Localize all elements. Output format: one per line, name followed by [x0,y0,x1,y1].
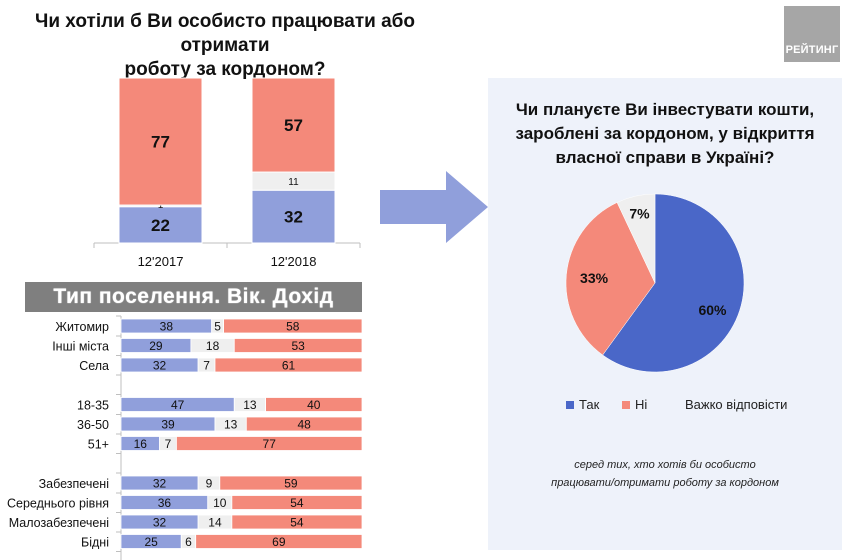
legend-item-hard: Важко відповісти [672,397,787,412]
pie-chart: 60% 33% 7% [565,193,745,373]
pie-title-line3: власної справи в Україні? [555,148,775,167]
pie-title-line1: Чи плануєте Ви інвестувати кошти, [515,100,815,119]
hbar-category-label: Бідні [81,536,109,550]
main-title-line1: Чи хотіли б Ви особисто працювати або от… [34,11,416,56]
section-banner: Тип поселення. Вік. Дохід [25,282,362,312]
hbar-segment-no [223,318,363,334]
arrow-right-icon [380,171,488,243]
footnote-line2: працювати/отримати роботу за кордоном [551,477,779,489]
hbar-category-label: Середнього рівня [7,497,109,511]
pie-title: Чи плануєте Ви інвестувати кошти, заробл… [488,98,842,170]
hbar-value-label: 10 [213,496,227,510]
hbar-category-label: 36-50 [77,418,109,432]
arrow-shape [380,171,488,243]
hbar-category-label: 51+ [88,438,109,452]
main-title: Чи хотіли б Ви особисто працювати або от… [0,10,450,82]
yearly-stacked-chart: 22 1 77 12'2017 32 11 57 12'2018 [93,77,361,269]
hbar-value-label: 77 [263,437,277,451]
hbar-category-label: Забезпечені [39,477,109,491]
bar-value-label: 1 [158,200,164,211]
hbar-value-label: 13 [224,418,238,432]
hbar-segment-no [195,534,363,549]
hbar-value-label: 39 [161,418,175,432]
hbar-segment-no [219,475,363,491]
hbar-value-label: 36 [158,496,172,510]
footnote: серед тих, хто хотів би особисто працюва… [488,456,842,492]
hbar-category-label: Села [79,359,109,373]
hbar-value-label: 9 [206,477,213,491]
bar-value-label: 11 [288,177,299,188]
hbar-value-label: 54 [290,496,304,510]
hbar-value-label: 6 [185,535,192,549]
hbar-value-label: 7 [165,437,172,451]
hbar-value-label: 25 [144,535,158,549]
hbar-segment-no [231,514,363,530]
bar-segment-no [118,77,203,206]
hbar-value-label: 29 [149,339,163,353]
hbar-segment-no [176,436,363,451]
hbar-category-label: Малозабезпечені [9,516,109,530]
bar-segment-yes [118,206,203,244]
hbar-segment-no [265,397,363,412]
hbar-value-label: 58 [286,320,300,334]
hbar-value-label: 40 [307,398,321,412]
hbar-value-label: 53 [291,339,305,353]
pie-value-label: 60% [698,302,727,318]
rating-logo: РЕЙТИНГ [784,6,840,62]
legend-swatch-hard [672,400,680,409]
bar-segment-no [251,77,336,173]
hbar-value-label: 14 [208,516,222,530]
legend-label-no: Ні [635,397,648,412]
hbar-value-label: 32 [153,477,167,491]
demographic-bar-chart: 38 5 58 Житомир 29 18 53 Інші міста 32 7 61 Села 47 1… [7,315,363,560]
hbar-value-label: 7 [203,359,210,373]
hbar-value-label: 38 [160,320,174,334]
hbar-category-label: Інші міста [52,340,109,354]
hbar-value-label: 69 [272,535,286,549]
hbar-segment-no [214,357,363,373]
hbar-segment-no [233,338,363,353]
legend-label-hard: Важко відповісти [685,397,788,412]
pie-title-line2: зароблені за кордоном, у відкриття [515,124,815,143]
hbar-value-label: 59 [284,477,298,491]
legend-swatch-yes [566,400,574,409]
pie-slice-yes [602,193,745,373]
logo-text: РЕЙТИНГ [785,44,839,56]
hbar-value-label: 54 [290,516,304,530]
hbar-value-label: 32 [153,359,167,373]
legend-item-yes: Так [566,397,599,412]
hbar-segment-no [231,495,363,510]
hbar-value-label: 61 [282,359,296,373]
main-title-line2: роботу за кордоном? [124,59,326,80]
bar-value-label: 32 [284,208,303,227]
bar-segment-yes [251,189,336,244]
bar-value-label: 22 [151,216,170,235]
x-tick-label: 12'2018 [271,254,317,269]
hbar-category-label: 18-35 [77,399,109,413]
bar-value-label: 57 [284,116,303,135]
hbar-value-label: 16 [134,437,148,451]
legend-swatch-no [622,400,630,409]
hbar-value-label: 13 [243,398,257,412]
hbar-value-label: 18 [206,339,220,353]
legend-label-yes: Так [579,397,600,412]
hbar-segment-no [245,416,363,432]
legend-item-no: Ні [622,397,647,412]
hbar-value-label: 5 [214,320,221,334]
pie-value-label: 33% [580,270,609,286]
pie-slice-hard [616,193,656,284]
hbar-value-label: 48 [297,418,311,432]
pie-value-label: 7% [629,206,650,222]
hbar-category-label: Житомир [55,320,109,334]
hbar-value-label: 32 [153,516,167,530]
pie-slice-no [565,202,656,356]
x-tick-label: 12'2017 [138,254,184,269]
bar-value-label: 77 [151,133,170,152]
footnote-line1: серед тих, хто хотів би особисто [574,459,756,471]
hbar-value-label: 47 [171,398,185,412]
